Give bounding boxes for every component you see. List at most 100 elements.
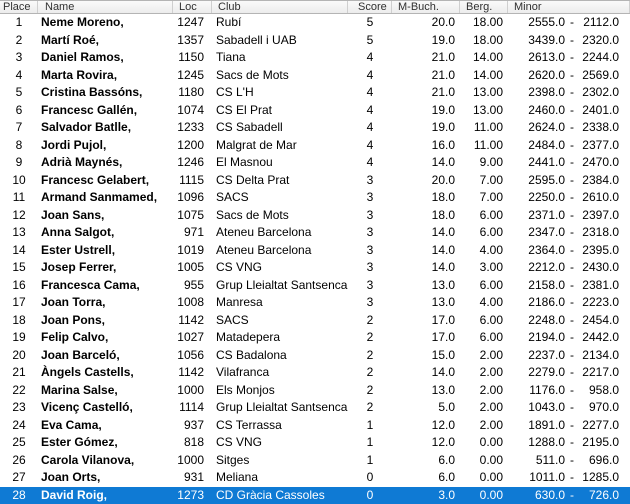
cell-club: CS VNG [216, 435, 263, 449]
table-row[interactable]: 5 Cristina Bassóns, 1180 CS L'H 4 21.0 1… [0, 84, 630, 102]
table-row[interactable]: 15 Josep Ferrer, 1005 CS VNG 3 14.0 3.00… [0, 259, 630, 277]
cell-minor-dash: - [570, 277, 574, 292]
cell-minor: 2484.0 - 2377.0 [508, 137, 630, 155]
cell-score: 3 [366, 242, 374, 257]
table-row[interactable]: 10 Francesc Gelabert, 1115 CS Delta Prat… [0, 172, 630, 190]
table-row[interactable]: 28 David Roig, 1273 CD Gràcia Cassoles 0… [0, 486, 630, 504]
cell-club: SACS [216, 312, 249, 327]
column-header-minor[interactable]: Minor [508, 1, 630, 13]
cell-minor-first: 630.0 [534, 487, 565, 502]
table-row[interactable]: 7 Salvador Batlle, 1233 CS Sabadell 4 19… [0, 119, 630, 137]
cell-minor: 2212.0 - 2430.0 [508, 259, 630, 277]
table-row[interactable]: 17 Joan Torra, 1008 Manresa 3 13.0 4.00 … [0, 294, 630, 312]
table-row[interactable]: 21 Àngels Castells, 1142 Vilafranca 2 14… [0, 364, 630, 382]
cell-club: Sacs de Mots [216, 207, 289, 222]
table-row[interactable]: 14 Ester Ustrell, 1019 Ateneu Barcelona … [0, 242, 630, 260]
cell-name: Marta Rovira, [41, 67, 118, 82]
table-row[interactable]: 26 Carola Vilanova, 1000 Sitges 1 6.0 0.… [0, 452, 630, 470]
cell-mbuch: 21.0 [431, 50, 455, 64]
cell-minor-dash: - [570, 260, 574, 274]
table-row[interactable]: 20 Joan Barceló, 1056 CS Badalona 2 15.0… [0, 347, 630, 365]
table-row[interactable]: 19 Felip Calvo, 1027 Matadepera 2 17.0 6… [0, 329, 630, 347]
cell-place: 6 [15, 102, 23, 117]
cell-place: 17 [12, 295, 26, 309]
table-row[interactable]: 4 Marta Rovira, 1245 Sacs de Mots 4 21.0… [0, 67, 630, 85]
cell-club: CS Badalona [216, 347, 287, 362]
cell-place: 23 [12, 400, 26, 414]
cell-berg: 2.00 [479, 365, 503, 379]
cell-berg: 2.00 [479, 382, 503, 397]
table-row[interactable]: 6 Francesc Gallén, 1074 CS El Prat 4 19.… [0, 102, 630, 120]
cell-berg: 18.00 [472, 32, 503, 47]
column-header-berg[interactable]: Berg. [460, 1, 508, 13]
table-row[interactable]: 2 Martí Roé, 1357 Sabadell i UAB 5 19.0 … [0, 32, 630, 50]
cell-minor-first: 2186.0 [528, 295, 565, 309]
column-header-loc[interactable]: Loc [173, 1, 212, 13]
table-row[interactable]: 24 Eva Cama, 937 CS Terrassa 1 12.0 2.00… [0, 417, 630, 435]
table-row[interactable]: 16 Francesca Cama, 955 Grup Lleialtat Sa… [0, 277, 630, 295]
column-header-score[interactable]: Score [348, 1, 392, 13]
cell-minor-dash: - [570, 102, 574, 117]
table-row[interactable]: 13 Anna Salgot, 971 Ateneu Barcelona 3 1… [0, 224, 630, 242]
table-row[interactable]: 9 Adrià Maynés, 1246 El Masnou 4 14.0 9.… [0, 154, 630, 172]
column-header-place[interactable]: Place [0, 1, 38, 13]
cell-minor-first: 2250.0 [528, 190, 565, 204]
cell-mbuch: 17.0 [431, 330, 455, 344]
cell-loc: 1096 [177, 190, 204, 204]
cell-score: 0 [366, 470, 374, 484]
cell-berg: 2.00 [479, 417, 503, 432]
table-row[interactable]: 27 Joan Orts, 931 Meliana 0 6.0 0.00 101… [0, 469, 630, 487]
cell-club: Tiana [216, 50, 246, 64]
cell-place: 4 [15, 67, 23, 82]
cell-minor: 2371.0 - 2397.0 [508, 207, 630, 225]
cell-score: 3 [366, 277, 374, 292]
cell-place: 25 [12, 435, 26, 449]
column-header-club[interactable]: Club [212, 1, 348, 13]
table-row[interactable]: 12 Joan Sans, 1075 Sacs de Mots 3 18.0 6… [0, 207, 630, 225]
cell-loc: 818 [183, 435, 204, 449]
cell-minor-first: 2555.0 [528, 15, 565, 29]
cell-place: 22 [12, 382, 26, 397]
cell-minor-second: 2277.0 [582, 417, 619, 432]
cell-minor: 511.0 - 696.0 [508, 452, 630, 470]
cell-berg: 14.00 [472, 67, 503, 82]
cell-minor: 2613.0 - 2244.0 [508, 49, 630, 67]
cell-score: 4 [366, 137, 374, 152]
cell-minor-first: 1288.0 [528, 435, 565, 449]
cell-minor-dash: - [570, 50, 574, 64]
table-row[interactable]: 23 Vicenç Castelló, 1114 Grup Lleialtat … [0, 399, 630, 417]
cell-name: Vicenç Castelló, [41, 400, 133, 414]
cell-name: Cristina Bassóns, [41, 85, 143, 99]
table-row[interactable]: 25 Ester Gómez, 818 CS VNG 1 12.0 0.00 1… [0, 434, 630, 452]
cell-loc: 1200 [177, 137, 204, 152]
cell-score: 2 [366, 382, 374, 397]
cell-loc: 1273 [177, 487, 204, 502]
table-row[interactable]: 1 Neme Moreno, 1247 Rubí 5 20.0 18.00 25… [0, 14, 630, 32]
cell-loc: 1008 [177, 295, 204, 309]
cell-name: Neme Moreno, [41, 15, 124, 29]
cell-minor-dash: - [570, 207, 574, 222]
column-header-mbuch[interactable]: M-Buch. [392, 1, 460, 13]
cell-minor-first: 2194.0 [528, 330, 565, 344]
cell-minor-dash: - [570, 312, 574, 327]
cell-mbuch: 17.0 [431, 312, 455, 327]
column-header-name[interactable]: Name [38, 1, 173, 13]
cell-mbuch: 18.0 [431, 207, 455, 222]
cell-name: Francesc Gelabert, [41, 172, 150, 187]
cell-berg: 2.00 [479, 347, 503, 362]
table-row[interactable]: 11 Armand Sanmamed, 1096 SACS 3 18.0 7.0… [0, 189, 630, 207]
cell-minor-first: 2398.0 [528, 85, 565, 99]
cell-minor-first: 1176.0 [529, 382, 565, 397]
cell-mbuch: 14.0 [431, 225, 455, 239]
table-row[interactable]: 3 Daniel Ramos, 1150 Tiana 4 21.0 14.00 … [0, 49, 630, 67]
cell-score: 0 [366, 487, 374, 502]
cell-minor-dash: - [570, 85, 574, 99]
cell-berg: 2.00 [479, 400, 503, 414]
cell-minor-dash: - [570, 400, 574, 414]
table-row[interactable]: 22 Marina Salse, 1000 Els Monjos 2 13.0 … [0, 382, 630, 400]
cell-score: 4 [366, 120, 374, 134]
cell-mbuch: 20.0 [431, 172, 455, 187]
table-row[interactable]: 8 Jordi Pujol, 1200 Malgrat de Mar 4 16.… [0, 137, 630, 155]
cell-place: 16 [12, 277, 26, 292]
table-row[interactable]: 18 Joan Pons, 1142 SACS 2 17.0 6.00 2248… [0, 312, 630, 330]
